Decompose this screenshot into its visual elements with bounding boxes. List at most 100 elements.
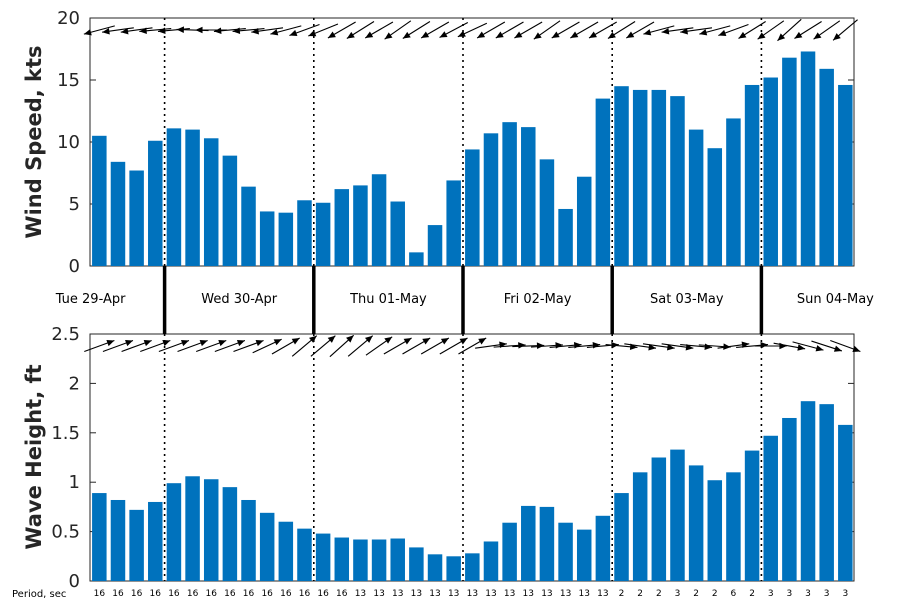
wind-bar — [651, 89, 667, 266]
period-value: 16 — [336, 589, 348, 599]
day-label: Wed 30-Apr — [201, 292, 278, 307]
wind-direction-arrow — [777, 18, 802, 42]
wind-direction-arrow — [420, 21, 450, 39]
wave-direction-arrow — [754, 342, 787, 350]
period-value: 13 — [448, 589, 459, 599]
y-tick-label: 1 — [69, 472, 80, 493]
wave-bar — [688, 465, 704, 581]
y-tick-label: 15 — [57, 70, 80, 91]
wave-direction-arrows — [84, 334, 861, 358]
wind-bar — [278, 212, 294, 266]
wind-bar — [800, 51, 816, 267]
wave-direction-arrow — [177, 339, 208, 352]
wave-direction-arrow — [252, 338, 282, 354]
wind-bar — [819, 68, 834, 266]
period-value: 16 — [317, 589, 329, 599]
wave-ylabel: Wave Height, ft — [22, 364, 46, 549]
wave-bar — [726, 472, 741, 581]
wind-direction-arrow — [832, 19, 858, 41]
period-value: 2 — [693, 589, 699, 599]
wave-bar — [763, 435, 778, 581]
wave-direction-arrow — [196, 339, 227, 352]
wave-bar — [558, 522, 573, 581]
wind-direction-arrow — [457, 22, 488, 38]
wind-direction-arrow — [139, 27, 172, 35]
wind-bar — [166, 128, 182, 266]
y-tick-label: 5 — [69, 194, 80, 215]
wind-bar — [539, 159, 555, 266]
wave-bar — [614, 493, 629, 581]
wave-bar — [371, 539, 387, 581]
wind-bar — [148, 140, 163, 266]
wind-direction-arrow — [794, 21, 822, 39]
wave-bar — [129, 509, 144, 581]
period-value: 16 — [131, 589, 143, 599]
wind-bar — [390, 201, 405, 266]
wind-bar — [353, 185, 368, 266]
wind-direction-arrow — [643, 25, 675, 36]
wind-bar — [502, 122, 517, 266]
wave-bar — [446, 556, 461, 581]
wave-bar — [632, 472, 648, 581]
wind-bar — [409, 252, 424, 266]
period-value: 13 — [355, 589, 366, 599]
y-tick-label: 2.5 — [51, 324, 80, 345]
period-value: 16 — [224, 589, 236, 599]
wind-direction-arrow — [120, 27, 153, 35]
wind-direction-arrow — [232, 27, 265, 35]
wave-bar — [315, 533, 331, 581]
period-value: 16 — [280, 589, 292, 599]
y-tick-label: 0 — [69, 571, 80, 592]
period-value: 13 — [373, 589, 384, 599]
wave-bars — [92, 401, 853, 581]
wave-bar — [185, 476, 200, 581]
wave-bar — [409, 547, 424, 581]
wave-bar — [539, 506, 555, 581]
wind-direction-arrows — [83, 18, 858, 42]
wave-bar — [259, 512, 275, 581]
wave-direction-arrow — [512, 342, 545, 349]
wave-bar — [502, 522, 517, 581]
period-value: 3 — [824, 589, 830, 599]
wind-direction-arrow — [588, 21, 618, 39]
wind-bars — [92, 51, 853, 267]
wave-direction-arrow — [402, 337, 431, 355]
wind-bar — [744, 84, 760, 267]
wave-bar — [800, 401, 816, 581]
wave-bar — [203, 479, 219, 581]
wave-direction-arrow — [310, 335, 336, 357]
wave-bar — [92, 493, 107, 581]
period-value: 3 — [805, 589, 811, 599]
day-label: Fri 02-May — [504, 292, 572, 307]
wave-bar — [390, 538, 405, 581]
period-value: 3 — [675, 589, 681, 599]
wind-direction-arrow — [195, 26, 228, 34]
wind-direction-arrow — [533, 20, 561, 40]
wave-bar — [353, 539, 368, 581]
wind-bar — [782, 57, 797, 267]
wind-bar — [614, 86, 629, 266]
wind-bar — [259, 211, 275, 266]
wind-direction-arrow — [718, 24, 749, 37]
period-value: 16 — [299, 589, 311, 599]
wave-bar — [427, 554, 443, 581]
period-value: 13 — [411, 589, 422, 599]
wave-direction-arrow — [811, 340, 843, 352]
wave-bar — [110, 499, 126, 581]
wave-direction-arrow — [736, 341, 769, 349]
wind-direction-arrow — [289, 24, 320, 37]
wind-bar — [763, 77, 778, 267]
wind-bar — [576, 176, 592, 266]
wind-bar — [129, 170, 144, 266]
wave-bar — [166, 483, 182, 581]
period-value: 6 — [731, 589, 737, 599]
wave-bar — [838, 424, 853, 581]
wind-bar — [185, 129, 200, 266]
wave-direction-arrow — [383, 337, 412, 355]
wind-direction-arrow — [813, 20, 841, 40]
wind-bar — [203, 138, 219, 266]
wave-direction-arrow — [458, 337, 487, 355]
wave-direction-arrow — [830, 340, 861, 353]
period-value: 13 — [392, 589, 403, 599]
wave-bar — [521, 505, 536, 581]
